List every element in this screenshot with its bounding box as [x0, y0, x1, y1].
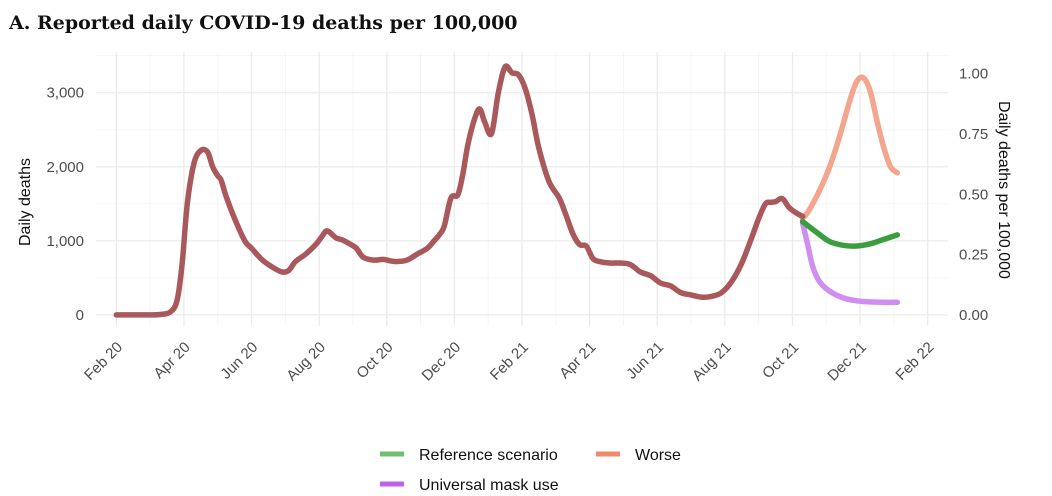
series-line-reference-scenario [799, 218, 901, 249]
x-tick-label: Dec 21 [824, 339, 870, 385]
x-tick-label: Apr 21 [556, 339, 599, 382]
minor-gridlines [96, 52, 948, 326]
x-tick-label: Apr 20 [150, 339, 193, 382]
y2-tick-label: 1.00 [959, 66, 988, 83]
y-axis-left: 0 1,000 2,000 3,000 [46, 85, 84, 324]
y2-tick-label: 0.75 [959, 126, 988, 143]
x-tick-label: Oct 20 [353, 339, 396, 382]
y2-tick-label: 0.25 [959, 247, 988, 264]
series-layer [113, 63, 901, 318]
y2-axis-label: Daily deaths per 100,000 [995, 101, 1012, 279]
x-tick-label: Dec 20 [419, 339, 465, 385]
legend-label: Universal mask use [419, 477, 559, 494]
x-tick-label: Feb 21 [487, 339, 532, 384]
y-tick-label: 2,000 [46, 159, 84, 176]
series-line-universal-mask-use [799, 220, 901, 306]
y-tick-label: 0 [76, 307, 84, 324]
x-tick-label: Aug 21 [689, 339, 735, 385]
x-tick-label: Feb 20 [81, 339, 126, 384]
y2-tick-label: 0.00 [959, 307, 988, 324]
chart-title: A. Reported daily COVID-19 deaths per 10… [9, 12, 518, 34]
y-axis-right: 0.00 0.25 0.50 0.75 1.00 [959, 66, 988, 324]
legend: Reference scenario Worse Universal mask us… [380, 447, 681, 494]
y-tick-label: 1,000 [46, 233, 84, 250]
y-tick-label: 3,000 [46, 85, 84, 102]
y-axis-label: Daily deaths [17, 158, 34, 246]
x-tick-label: Jun 20 [217, 339, 261, 383]
y2-tick-label: 0.50 [959, 186, 988, 203]
x-axis: Feb 20 Apr 20 Jun 20 Aug 20 Oct 20 Dec 20 Feb … [81, 339, 937, 385]
x-tick-label: Aug 20 [283, 339, 329, 385]
series-line-observed [113, 63, 806, 318]
x-tick-label: Feb 22 [892, 339, 937, 384]
legend-label: Worse [635, 447, 681, 464]
x-tick-label: Oct 21 [759, 339, 802, 382]
series-line-worse [799, 74, 901, 222]
legend-label: Reference scenario [419, 447, 558, 464]
x-tick-label: Jun 21 [623, 339, 667, 383]
